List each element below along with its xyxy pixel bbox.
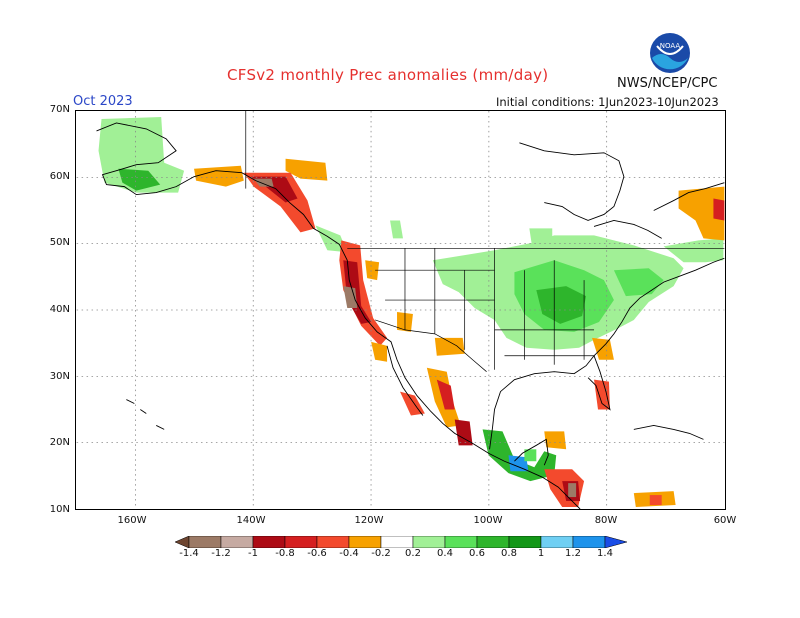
- map-title: CFSv2 monthly Prec anomalies (mm/day): [227, 66, 549, 84]
- graticule: [76, 111, 725, 509]
- colorbar-label: 0.6: [469, 548, 485, 559]
- agency-label: NWS/NCEP/CPC: [617, 76, 718, 91]
- lat-label-30n: 30N: [49, 371, 70, 382]
- colorbar-swatch-13: [572, 536, 606, 548]
- colorbar-swatch-3: [252, 536, 286, 548]
- initial-conditions: Initial conditions: 1Jun2023-10Jun2023: [496, 95, 719, 109]
- colorbar-swatch-5: [316, 536, 350, 548]
- colorbar-label: 1.2: [565, 548, 581, 559]
- lon-label-120w: 120W: [354, 515, 384, 526]
- lat-label-10n: 10N: [49, 504, 70, 515]
- coastlines: [96, 122, 725, 509]
- noaa-logo: NOAA: [650, 33, 690, 73]
- lon-label-80w: 80W: [594, 515, 618, 526]
- lon-label-160w: 160W: [117, 515, 147, 526]
- colorbar-label: -0.6: [307, 548, 327, 559]
- lat-label-60n: 60N: [49, 171, 70, 182]
- logo-text: NOAA: [660, 42, 681, 50]
- lon-label-140w: 140W: [236, 515, 266, 526]
- lat-label-40n: 40N: [49, 304, 70, 315]
- colorbar-swatch-0: [175, 536, 190, 548]
- colorbar-swatch-1: [188, 536, 222, 548]
- colorbar: [175, 536, 627, 548]
- forecast-month: Oct 2023: [73, 94, 133, 109]
- colorbar-label: -1.2: [211, 548, 231, 559]
- colorbar-swatch-14: [604, 536, 627, 548]
- colorbar-label: 0.2: [405, 548, 421, 559]
- colorbar-label: -0.8: [275, 548, 295, 559]
- colorbar-swatch-4: [284, 536, 318, 548]
- lon-label-60w: 60W: [713, 515, 737, 526]
- colorbar-label: -0.4: [339, 548, 359, 559]
- lat-label-50n: 50N: [49, 237, 70, 248]
- colorbar-label: 0.4: [437, 548, 453, 559]
- colorbar-swatch-12: [540, 536, 574, 548]
- anomaly-shading: [98, 116, 725, 508]
- colorbar-swatch-11: [508, 536, 542, 548]
- colorbar-label: 0.8: [501, 548, 517, 559]
- lon-label-100w: 100W: [473, 515, 503, 526]
- anomaly-map: [75, 110, 726, 510]
- colorbar-swatch-2: [220, 536, 254, 548]
- colorbar-swatch-8: [412, 536, 446, 548]
- colorbar-swatch-10: [476, 536, 510, 548]
- lat-label-70n: 70N: [49, 104, 70, 115]
- colorbar-label: -1.4: [179, 548, 199, 559]
- colorbar-swatch-7: [380, 536, 414, 548]
- colorbar-label: -0.2: [371, 548, 391, 559]
- colorbar-label: -1: [248, 548, 258, 559]
- political-borders: [245, 111, 725, 372]
- colorbar-label: 1.4: [597, 548, 613, 559]
- colorbar-swatch-9: [444, 536, 478, 548]
- lat-label-20n: 20N: [49, 437, 70, 448]
- colorbar-label: 1: [537, 548, 545, 559]
- colorbar-swatch-6: [348, 536, 382, 548]
